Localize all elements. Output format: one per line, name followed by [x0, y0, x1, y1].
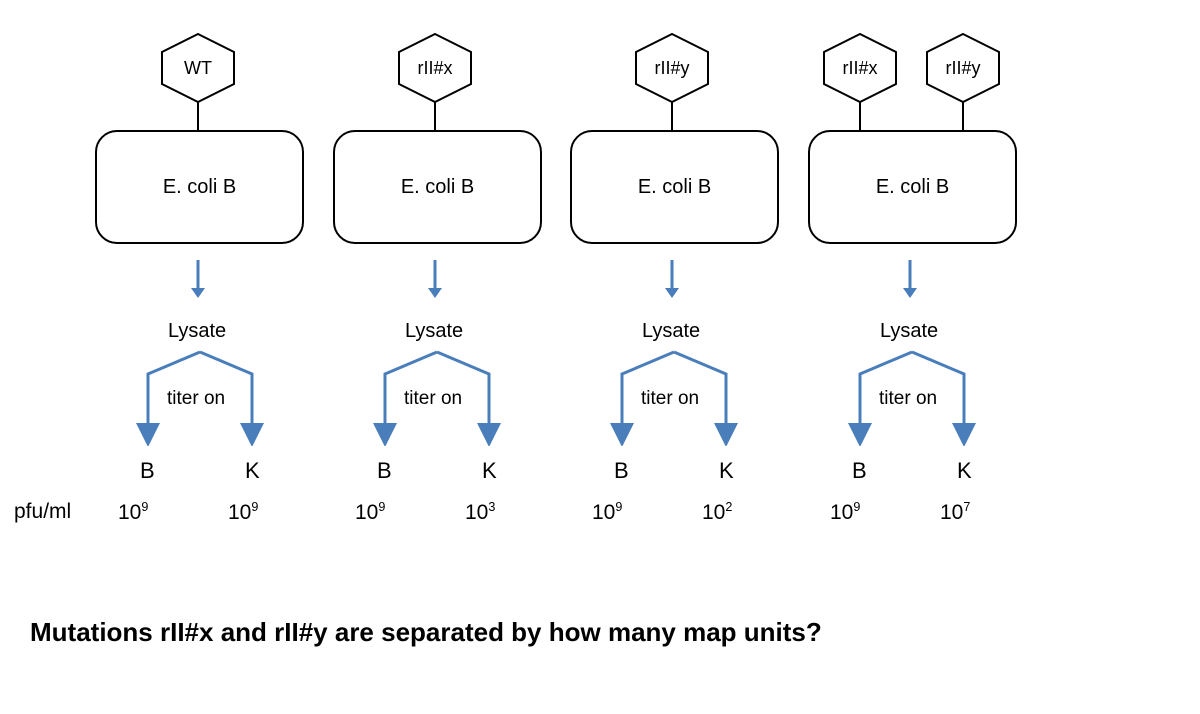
pfu-b-wt: 109	[118, 500, 148, 525]
arrow-lysate-wt	[186, 258, 210, 298]
pfu-label: pfu/ml	[14, 500, 71, 524]
arrow-lysate-xy	[898, 258, 922, 298]
b-xy: B	[852, 458, 867, 484]
ecoli-box-x: E. coli B	[333, 130, 542, 244]
k-x: K	[482, 458, 497, 484]
hex-xy-y: rII#y	[923, 32, 1003, 104]
b-x: B	[377, 458, 392, 484]
hex-xy-x: rII#x	[820, 32, 900, 104]
lysate-xy: Lysate	[880, 320, 938, 343]
hex-wt: WT	[158, 32, 238, 104]
lysate-wt: Lysate	[168, 320, 226, 343]
hex-wt-label: WT	[158, 32, 238, 104]
lysate-x: Lysate	[405, 320, 463, 343]
connector-xy-x	[859, 102, 861, 130]
ecoli-label-y: E. coli B	[638, 176, 711, 199]
titer-x: titer on	[404, 388, 462, 410]
titer-y: titer on	[641, 388, 699, 410]
b-y: B	[614, 458, 629, 484]
ecoli-box-xy: E. coli B	[808, 130, 1017, 244]
hex-x: rII#x	[395, 32, 475, 104]
k-xy: K	[957, 458, 972, 484]
hex-y-label: rII#y	[632, 32, 712, 104]
pfu-k-xy: 107	[940, 500, 970, 525]
pfu-k-y: 102	[702, 500, 732, 525]
pfu-b-y: 109	[592, 500, 622, 525]
k-wt: K	[245, 458, 260, 484]
question-text: Mutations rII#x and rII#y are separated …	[30, 616, 1170, 650]
pfu-b-x: 109	[355, 500, 385, 525]
ecoli-label-x: E. coli B	[401, 176, 474, 199]
ecoli-label-wt: E. coli B	[163, 176, 236, 199]
k-y: K	[719, 458, 734, 484]
ecoli-label-xy: E. coli B	[876, 176, 949, 199]
titer-wt: titer on	[167, 388, 225, 410]
pfu-k-wt: 109	[228, 500, 258, 525]
ecoli-box-y: E. coli B	[570, 130, 779, 244]
pfu-k-x: 103	[465, 500, 495, 525]
diagram-canvas: pfu/ml WT E. coli B Lysate titer on B K …	[0, 0, 1200, 714]
lysate-y: Lysate	[642, 320, 700, 343]
pfu-b-xy: 109	[830, 500, 860, 525]
connector-wt	[197, 102, 199, 130]
hex-xy-y-label: rII#y	[923, 32, 1003, 104]
connector-x	[434, 102, 436, 130]
arrow-lysate-x	[423, 258, 447, 298]
b-wt: B	[140, 458, 155, 484]
hex-x-label: rII#x	[395, 32, 475, 104]
hex-y: rII#y	[632, 32, 712, 104]
arrow-lysate-y	[660, 258, 684, 298]
connector-xy-y	[962, 102, 964, 130]
hex-xy-x-label: rII#x	[820, 32, 900, 104]
ecoli-box-wt: E. coli B	[95, 130, 304, 244]
titer-xy: titer on	[879, 388, 937, 410]
connector-y	[671, 102, 673, 130]
